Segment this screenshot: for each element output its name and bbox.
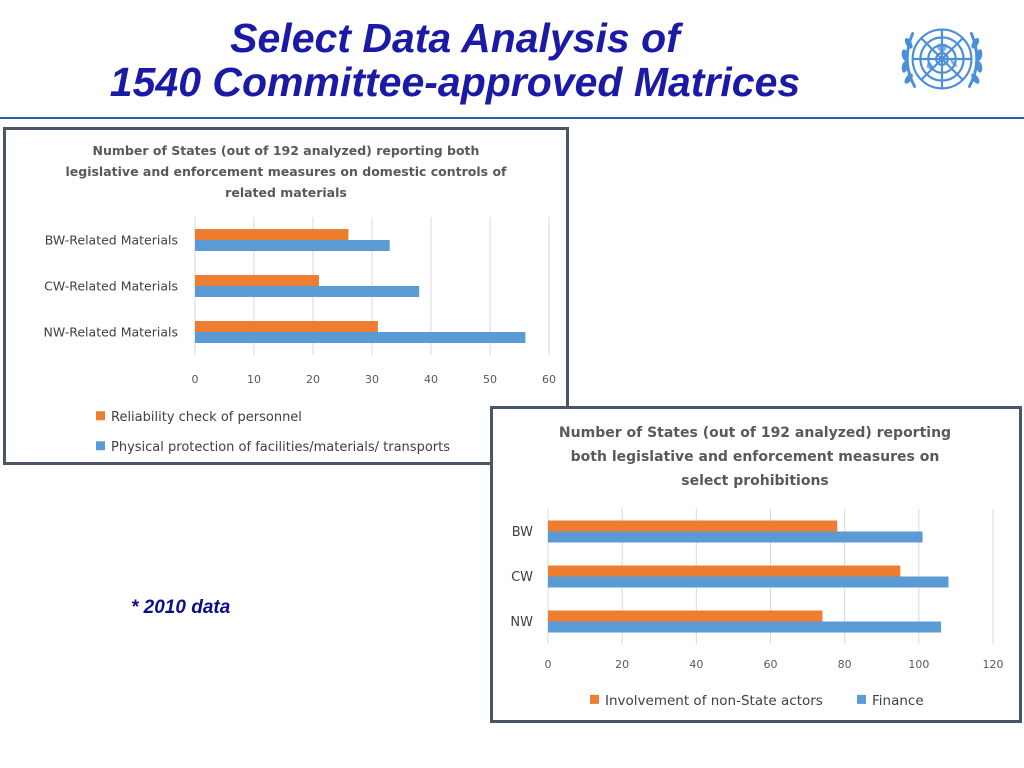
bar	[548, 610, 823, 622]
slide-title: Select Data Analysis of 1540 Committee-a…	[0, 16, 910, 104]
x-tick-label: 60	[764, 658, 778, 671]
un-emblem-icon	[901, 28, 983, 90]
bar	[195, 275, 319, 286]
bar	[195, 332, 526, 343]
x-tick-label: 20	[615, 658, 629, 671]
x-tick-label: 40	[424, 373, 438, 386]
category-label: BW	[512, 525, 533, 540]
bar	[195, 240, 390, 251]
slide-title-line-1: Select Data Analysis of	[230, 15, 680, 61]
x-tick-label: 60	[542, 373, 556, 386]
bar	[548, 621, 942, 633]
x-tick-label: 40	[689, 658, 703, 671]
chart-title-line: related materials	[225, 185, 347, 200]
x-tick-label: 100	[908, 658, 929, 671]
x-tick-label: 50	[483, 373, 497, 386]
x-tick-label: 80	[838, 658, 852, 671]
chart-title-line: select prohibitions	[681, 473, 829, 489]
chart-title-line: legislative and enforcement measures on …	[66, 164, 508, 179]
x-tick-label: 30	[365, 373, 379, 386]
legend-label: Reliability check of personnel	[111, 410, 302, 425]
x-tick-label: 20	[306, 373, 320, 386]
bar	[195, 321, 378, 332]
legend-label: Physical protection of facilities/materi…	[111, 440, 450, 455]
bar	[548, 520, 838, 532]
x-tick-label: 0	[192, 373, 199, 386]
chart-select-prohibitions: Number of States (out of 192 analyzed) r…	[490, 406, 1022, 723]
chart-domestic-controls: Number of States (out of 192 analyzed) r…	[3, 127, 569, 465]
bar	[548, 531, 923, 543]
category-label: CW-Related Materials	[44, 278, 178, 293]
bar	[195, 286, 420, 297]
legend-swatch	[590, 694, 599, 704]
chart-select-prohibitions-svg: Number of States (out of 192 analyzed) r…	[510, 425, 1004, 709]
legend-swatch	[857, 694, 866, 704]
legend-label: Involvement of non-State actors	[605, 693, 823, 709]
bar	[548, 576, 949, 588]
category-label: CW	[511, 570, 533, 585]
footnote: * 2010 data	[131, 597, 231, 618]
category-label: NW	[510, 615, 533, 630]
slide-title-line-2: 1540 Committee-approved Matrices	[109, 59, 801, 105]
x-tick-label: 0	[545, 658, 552, 671]
legend-swatch	[96, 441, 105, 451]
title-divider	[0, 117, 1024, 119]
chart-title-line: Number of States (out of 192 analyzed) r…	[559, 425, 951, 441]
category-label: BW-Related Materials	[45, 232, 178, 247]
x-tick-label: 10	[247, 373, 261, 386]
chart-title-line: both legislative and enforcement measure…	[571, 449, 940, 465]
chart-domestic-controls-svg: Number of States (out of 192 analyzed) r…	[44, 143, 556, 455]
bar	[548, 565, 901, 577]
x-tick-label: 120	[983, 658, 1004, 671]
chart-title-line: Number of States (out of 192 analyzed) r…	[93, 143, 480, 158]
legend-label: Finance	[872, 693, 924, 709]
bar	[195, 229, 349, 240]
legend-swatch	[96, 411, 105, 421]
category-label: NW-Related Materials	[44, 324, 178, 339]
